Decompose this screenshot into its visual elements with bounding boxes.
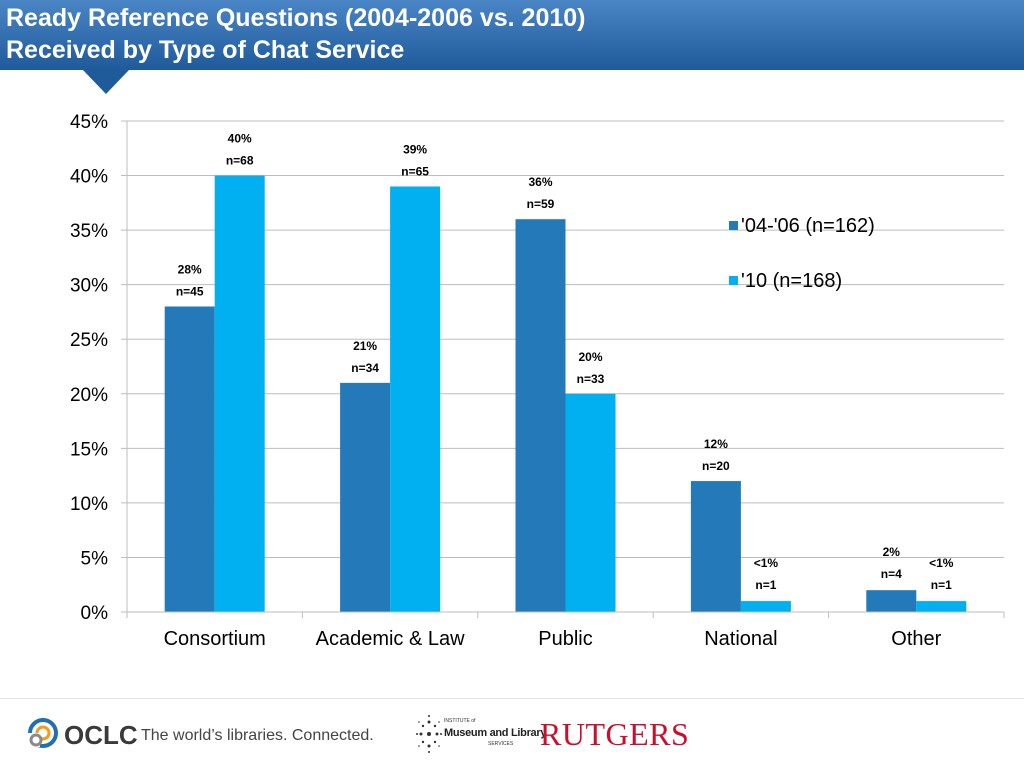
- bar-series1: [866, 590, 917, 612]
- bar-series2: [740, 601, 791, 612]
- legend-label: '04-'06 (n=162): [741, 215, 875, 237]
- data-label-percent: 2%: [883, 545, 901, 559]
- bar-series2: [565, 393, 616, 612]
- oclc-logo-icon: [28, 718, 58, 748]
- y-tick-label: 5%: [81, 548, 109, 569]
- data-label-percent: 36%: [528, 175, 552, 189]
- data-label-percent: 40%: [228, 132, 252, 146]
- data-label-count: n=68: [226, 154, 254, 168]
- imls-institute-text: INSTITUTE of: [444, 718, 476, 724]
- bar-chart: 0% 5% 10% 15% 20% 25% 30% 35% 40% 45% Consortium 28…: [70, 112, 1005, 650]
- title-banner-pointer: [83, 70, 129, 94]
- legend-swatch: [729, 276, 738, 285]
- data-label-percent: 21%: [353, 339, 377, 353]
- imls-wordmark: Museum and Library: [444, 727, 547, 739]
- footer-divider: [0, 698, 1024, 699]
- y-tick-label: 30%: [70, 276, 108, 297]
- bar-series1: [690, 481, 741, 612]
- chart-title-line-2: Received by Type of Chat Service: [6, 36, 405, 64]
- y-tick-label: 25%: [70, 330, 108, 351]
- legend-label: '10 (n=168): [741, 270, 842, 292]
- y-tick-label: 35%: [70, 221, 108, 242]
- bar-series1: [340, 382, 391, 612]
- legend-swatch: [729, 221, 738, 230]
- y-tick-label: 15%: [70, 439, 108, 460]
- x-category-label: Other: [891, 628, 941, 650]
- oclc-wordmark: OCLC: [64, 720, 138, 750]
- data-label-count: n=1: [931, 578, 952, 592]
- data-label-count: n=4: [881, 567, 902, 581]
- y-tick-label: 10%: [70, 494, 108, 515]
- bar-series2: [916, 601, 967, 612]
- title-banner: [0, 0, 1024, 70]
- data-label-count: n=45: [176, 284, 204, 298]
- data-label-percent: <1%: [929, 556, 954, 570]
- data-label-percent: 20%: [578, 350, 602, 364]
- x-category-label: Public: [538, 628, 592, 650]
- rutgers-wordmark: RUTGERS: [540, 716, 690, 752]
- bar-series1: [164, 306, 215, 612]
- chart-title-line-1: Ready Reference Questions (2004-2006 vs.…: [6, 4, 586, 32]
- bar-series1: [515, 219, 566, 612]
- data-label-count: n=1: [755, 578, 776, 592]
- data-label-count: n=33: [577, 372, 605, 386]
- data-label-percent: 39%: [403, 142, 427, 156]
- bar-series2: [390, 186, 441, 612]
- data-label-count: n=65: [401, 164, 429, 178]
- oclc-tagline: The world’s libraries. Connected.: [141, 727, 374, 744]
- data-label-percent: <1%: [754, 556, 779, 570]
- imls-logo-icon: [416, 715, 442, 753]
- data-label-percent: 28%: [178, 262, 202, 276]
- data-label-percent: 12%: [704, 437, 728, 451]
- y-tick-label: 40%: [70, 167, 108, 188]
- imls-services-text: SERVICES: [488, 741, 514, 747]
- data-label-count: n=20: [702, 459, 730, 473]
- data-label-count: n=34: [351, 361, 379, 375]
- data-label-count: n=59: [527, 197, 555, 211]
- x-category-label: National: [704, 628, 777, 650]
- y-tick-label: 0%: [81, 603, 109, 624]
- bar-series2: [214, 175, 265, 613]
- y-tick-label: 20%: [70, 385, 108, 406]
- x-category-label: Academic & Law: [316, 628, 466, 650]
- x-category-label: Consortium: [164, 628, 266, 650]
- y-tick-label: 45%: [70, 112, 108, 133]
